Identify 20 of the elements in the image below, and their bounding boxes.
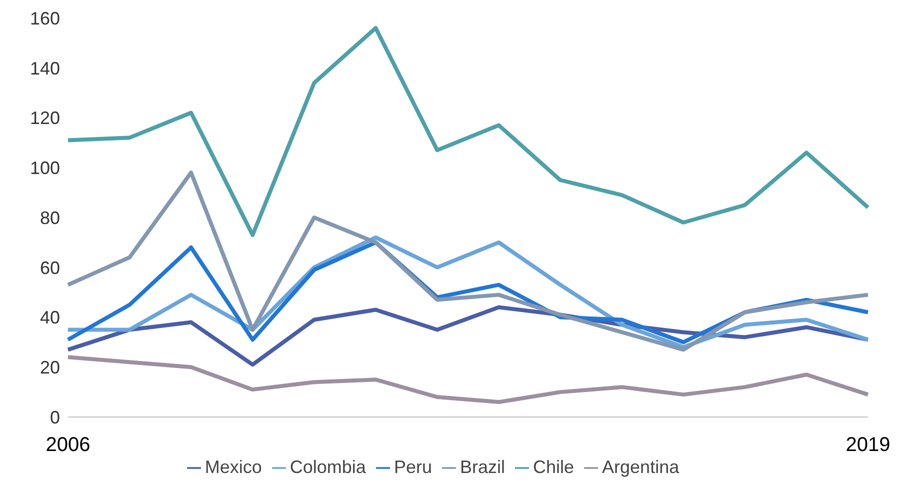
y-tick-label: 140 (30, 58, 60, 78)
y-tick-label: 20 (40, 358, 60, 378)
y-tick-label: 100 (30, 158, 60, 178)
line-series (66, 170, 870, 352)
y-tick-label: 120 (30, 108, 60, 128)
y-tick-label: 80 (40, 208, 60, 228)
legend-label: Mexico (204, 457, 262, 477)
legend-label: Peru (394, 457, 432, 477)
x-tick-label: 2006 (46, 434, 90, 456)
legend-label: Colombia (290, 457, 366, 477)
line-series (66, 26, 870, 237)
y-tick-label: 0 (50, 407, 60, 428)
legend-label: Argentina (602, 457, 680, 477)
y-tick-label: 40 (40, 308, 60, 328)
y-tick-label: 160 (30, 8, 60, 28)
legend-label: Chile (533, 457, 574, 477)
legend-label: Brazil (460, 457, 505, 477)
line-series (66, 355, 870, 404)
x-tick-label: 2019 (846, 434, 890, 456)
y-tick-label: 60 (40, 258, 60, 278)
